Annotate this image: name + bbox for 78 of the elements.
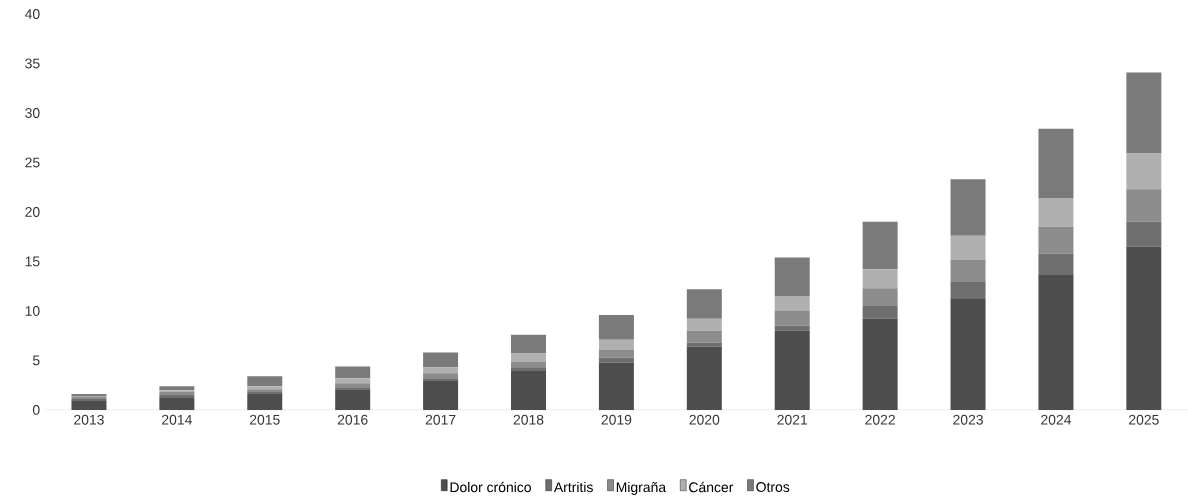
bar xyxy=(423,367,459,374)
bar xyxy=(511,367,546,371)
x-tick-label: 2020 xyxy=(689,414,720,425)
legend-label: Dolor crónico xyxy=(450,481,531,493)
bar xyxy=(335,378,371,384)
y-tick-label: 25 xyxy=(25,157,40,168)
bar xyxy=(686,318,722,331)
bar xyxy=(686,330,722,343)
x-tick-label: 2018 xyxy=(513,414,544,425)
bar xyxy=(423,380,459,410)
x-tick-label: 2013 xyxy=(74,414,104,425)
bar xyxy=(862,305,898,319)
legend-label: Migraña xyxy=(616,481,667,495)
bar xyxy=(686,342,722,347)
bar xyxy=(598,362,634,410)
x-tick-label: 2014 xyxy=(162,414,192,425)
bar xyxy=(335,383,371,388)
bar xyxy=(159,386,195,391)
bar xyxy=(1038,274,1074,410)
bar xyxy=(159,397,195,410)
y-tick-label: 40 xyxy=(24,8,40,19)
bar xyxy=(1126,246,1162,410)
x-tick-label: 2025 xyxy=(1129,414,1159,425)
bar xyxy=(1126,189,1162,222)
y-tick-label: 10 xyxy=(25,305,40,316)
bar xyxy=(423,352,459,368)
bar xyxy=(1126,72,1162,154)
bar xyxy=(598,314,634,340)
y-tick-label: 0 xyxy=(32,404,40,415)
legend-label: Artritis xyxy=(553,481,593,493)
bar xyxy=(247,394,283,410)
y-tick-label: 20 xyxy=(25,206,40,217)
bar xyxy=(1038,226,1074,254)
bar xyxy=(71,400,107,410)
bar xyxy=(950,298,986,410)
bar xyxy=(774,257,810,297)
bar xyxy=(423,373,459,379)
bar xyxy=(774,330,810,410)
y-tick-label: 15 xyxy=(25,256,40,267)
x-tick-label: 2017 xyxy=(425,414,456,425)
x-tick-label: 2015 xyxy=(249,414,280,425)
x-tick-label: 2021 xyxy=(777,414,808,425)
bar xyxy=(1126,221,1162,247)
bar xyxy=(862,288,898,306)
bar xyxy=(335,366,371,379)
bar xyxy=(950,235,986,260)
x-tick-label: 2023 xyxy=(953,414,983,425)
bar xyxy=(598,339,634,350)
bar xyxy=(774,310,810,326)
bar xyxy=(511,334,546,354)
y-tick-label: 5 xyxy=(32,355,40,366)
y-tick-label: 30 xyxy=(25,107,40,118)
bar xyxy=(1038,128,1074,199)
bar xyxy=(862,221,898,270)
bar xyxy=(862,318,898,410)
y-tick-label: 35 xyxy=(25,58,40,69)
bar xyxy=(335,389,371,410)
bar xyxy=(247,376,283,387)
legend-label: Otros xyxy=(756,481,790,492)
x-tick-label: 2024 xyxy=(1041,414,1072,425)
bar xyxy=(1038,253,1074,275)
bar xyxy=(1126,153,1162,190)
x-tick-label: 2016 xyxy=(337,414,368,425)
bar xyxy=(950,179,986,236)
bar xyxy=(1038,198,1074,227)
bar xyxy=(511,361,546,368)
legend-label: Cáncer xyxy=(689,481,734,493)
bar xyxy=(774,325,810,331)
bar xyxy=(774,296,810,311)
bar xyxy=(511,370,546,410)
bar xyxy=(950,259,986,282)
bar xyxy=(598,357,634,363)
bar xyxy=(686,289,722,319)
bar xyxy=(950,281,986,299)
bar xyxy=(862,269,898,289)
x-tick-label: 2022 xyxy=(865,414,895,425)
bar xyxy=(686,346,722,410)
x-tick-label: 2019 xyxy=(601,414,632,425)
